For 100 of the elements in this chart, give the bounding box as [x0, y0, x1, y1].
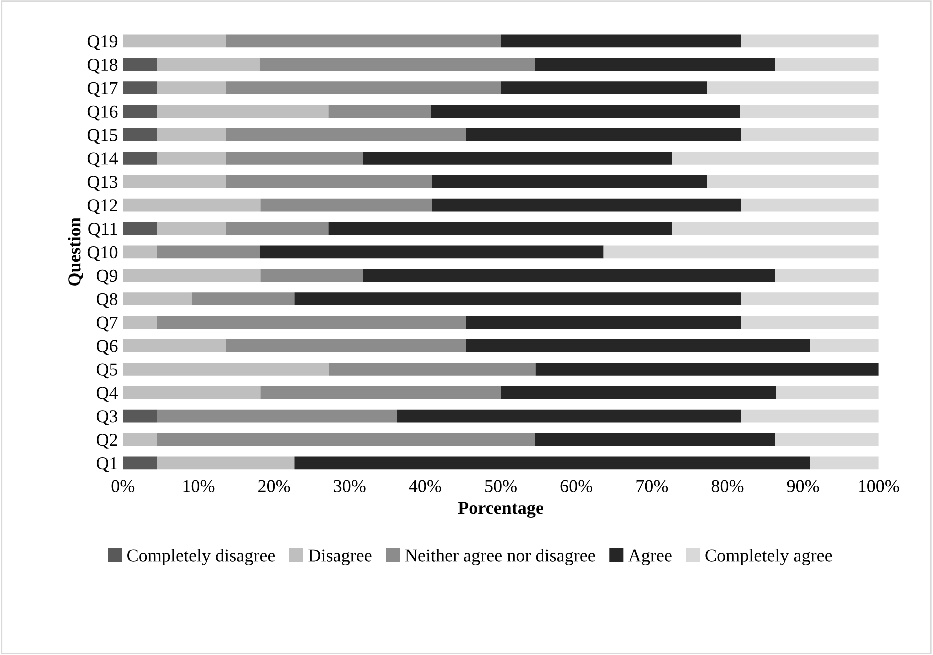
bar: [226, 152, 364, 165]
x-tick-label: 40%: [409, 480, 442, 492]
bar: [157, 105, 329, 118]
bar: [466, 316, 742, 329]
x-tick-label: 0%: [112, 480, 135, 492]
bar: [260, 198, 432, 212]
bar: [294, 456, 810, 470]
bar: [260, 386, 502, 400]
bar: [294, 292, 742, 306]
bar: [741, 128, 879, 142]
bar: [123, 58, 158, 72]
y-tick-label: Q1: [96, 457, 118, 472]
bar: [123, 456, 158, 470]
bar: [123, 410, 158, 423]
bar: [432, 175, 708, 188]
y-tick-label: Q14: [88, 152, 118, 168]
bar: [123, 82, 158, 95]
bar: [123, 362, 330, 376]
y-tick-label: Q17: [88, 82, 118, 98]
bar: [123, 269, 261, 282]
bar: [123, 433, 158, 446]
x-tick-label: 90%: [787, 480, 820, 492]
bar: [157, 128, 226, 142]
bar: [123, 34, 226, 48]
bar: [226, 222, 329, 236]
y-tick-label: Q4: [96, 387, 118, 402]
bar: [123, 339, 226, 352]
x-tick-label: 80%: [712, 480, 744, 492]
x-tick-label: 70%: [636, 480, 668, 492]
y-tick-label: Q18: [88, 58, 118, 74]
y-axis-title: Question: [68, 218, 84, 286]
x-axis-title: Porcentage: [458, 502, 544, 518]
y-tick-label: Q15: [88, 129, 118, 144]
bar: [192, 292, 295, 306]
bar: [260, 58, 536, 72]
x-tick-label: 100%: [859, 480, 900, 492]
x-tick-label: 50%: [486, 480, 517, 492]
y-tick-label: Q11: [88, 223, 118, 238]
bar: [329, 362, 536, 376]
bar: [123, 316, 158, 329]
bar: [157, 222, 226, 236]
y-tick-label: Q12: [88, 200, 118, 214]
bar: [501, 386, 776, 400]
bar: [466, 128, 742, 142]
bar: [431, 105, 741, 118]
bar: [260, 246, 604, 259]
bar: [123, 175, 226, 188]
bar: [260, 269, 364, 282]
bar: [535, 433, 776, 446]
y-tick-label: Q3: [96, 410, 118, 426]
bar: [157, 58, 260, 72]
bar: [741, 198, 879, 212]
y-tick-label: Q9: [96, 270, 118, 285]
bar: [466, 339, 810, 352]
legend-label: Disagree: [308, 550, 372, 566]
bar: [226, 128, 466, 142]
bar: [328, 222, 673, 236]
bar: [535, 58, 776, 72]
bar: [672, 152, 879, 165]
bar: [123, 292, 192, 306]
bar: [775, 58, 879, 72]
y-tick-label: Q5: [96, 364, 118, 379]
x-tick-label: 60%: [560, 480, 593, 492]
bar: [741, 292, 879, 306]
bar: [707, 175, 879, 188]
bar: [775, 433, 879, 446]
bar: [123, 222, 158, 236]
bar: [157, 152, 226, 165]
bar: [363, 269, 776, 282]
bar: [123, 105, 158, 118]
y-tick-label: Q8: [96, 293, 118, 308]
y-tick-label: Q13: [88, 176, 118, 192]
bar: [672, 222, 879, 236]
x-tick-label: 30%: [334, 480, 366, 492]
bar: [397, 410, 742, 423]
y-tick-label: Q10: [88, 246, 118, 262]
bar: [363, 152, 673, 165]
bar: [501, 34, 742, 48]
legend-label: Neither agree nor disagree: [405, 549, 596, 566]
bar: [226, 34, 502, 48]
bar: [741, 34, 879, 48]
x-tick-label: 20%: [258, 480, 290, 492]
bar: [432, 198, 742, 212]
bar: [775, 269, 879, 282]
bar: [123, 152, 158, 165]
bar: [604, 246, 879, 259]
bar: [810, 339, 879, 352]
bar: [741, 410, 879, 423]
bar: [157, 82, 226, 95]
bar: [123, 386, 261, 400]
bar: [157, 246, 260, 259]
bar: [123, 246, 158, 259]
bar: [123, 198, 261, 212]
legend-label: Completely agree: [706, 549, 832, 566]
bar: [707, 82, 879, 95]
bar: [226, 82, 502, 95]
y-tick-label: Q2: [96, 434, 118, 449]
bar: [157, 410, 398, 423]
bar: [810, 456, 879, 470]
bar: [740, 105, 879, 118]
